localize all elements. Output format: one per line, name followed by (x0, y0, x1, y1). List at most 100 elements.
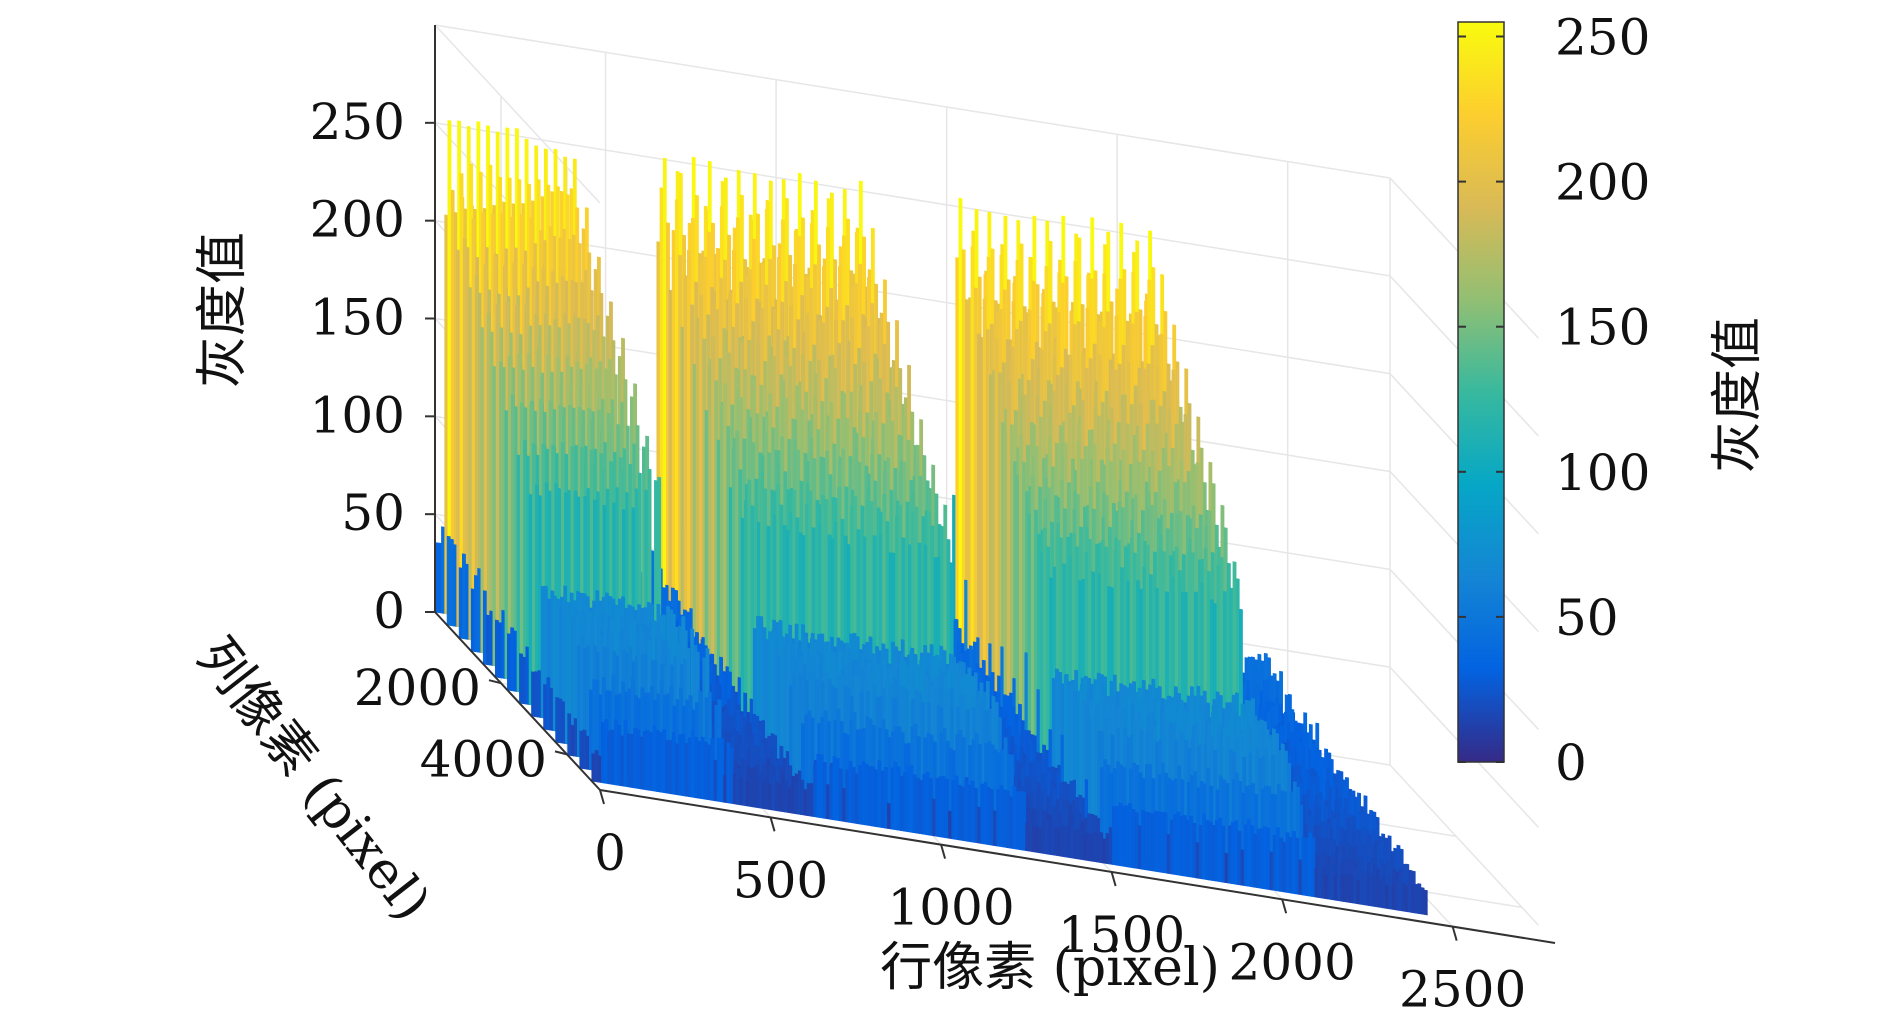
surface-facet (916, 777, 920, 834)
surface-facet (570, 724, 575, 757)
surface-facet (1292, 830, 1296, 895)
surface-facet (1028, 820, 1033, 852)
surface-facet (996, 788, 1001, 847)
surface-facet (1243, 824, 1248, 887)
surface-facet (703, 741, 708, 800)
surface-facet (1272, 834, 1277, 892)
surface-facet (1414, 883, 1419, 914)
surface-facet (513, 630, 518, 692)
surface-facet (1359, 870, 1364, 906)
surface-facet (1118, 802, 1123, 867)
surface-facet (549, 687, 554, 731)
surface-facet (1401, 882, 1406, 912)
surface-facet (932, 798, 936, 837)
surface-facet (896, 765, 901, 831)
surface-facet (874, 769, 879, 828)
surface-facet (477, 568, 482, 653)
surface-facet (486, 614, 490, 666)
surface-facet (1333, 874, 1338, 901)
surface-facet (1256, 828, 1261, 889)
surface-facet (665, 739, 670, 794)
surface-facet (732, 448, 736, 727)
colorbar-tick-label: 250 (1555, 9, 1650, 67)
surface-facet (1398, 875, 1402, 912)
grid-line (434, 122, 1391, 277)
surface-facet (1404, 885, 1409, 913)
surface-facet (1391, 883, 1396, 911)
y-tick-label: 4000 (420, 730, 547, 788)
surface-facet (858, 764, 863, 825)
z-tick-labels: 0 50 100 150 200 250 (310, 93, 405, 640)
surface-facet (1282, 841, 1287, 893)
surface-facet (1234, 820, 1239, 885)
surface-facet (1166, 833, 1171, 875)
surface-facet (649, 731, 654, 792)
surface-facet (1182, 814, 1187, 877)
surface-facet (1173, 813, 1177, 876)
surface-facet (646, 729, 650, 791)
surface-facet (922, 773, 927, 836)
surface-facet (507, 633, 511, 691)
surface-facet (1012, 785, 1017, 850)
surface-facet (723, 775, 728, 804)
surface-facet (1009, 796, 1014, 849)
colorbar-tick-label: 100 (1555, 444, 1650, 502)
surface-facet (1141, 809, 1145, 871)
surface-facet (745, 781, 750, 807)
surface-facet (1153, 810, 1158, 873)
surface-facet (986, 786, 991, 846)
surface-facet (534, 671, 539, 718)
surface-facet (462, 553, 466, 640)
surface-facet (1006, 790, 1010, 849)
surface-facet (720, 737, 724, 803)
surface-facet (1423, 889, 1428, 916)
surface-facet (617, 724, 621, 787)
surface-facet (1407, 880, 1412, 913)
surface-facet (851, 766, 856, 824)
surface-facet (1169, 819, 1174, 875)
surface-facet (925, 771, 930, 836)
surface-facet (1295, 837, 1300, 895)
surface-facet (601, 721, 605, 784)
surface-facet (1369, 873, 1374, 907)
surface-facet (710, 738, 715, 802)
surface-facet (1031, 826, 1036, 853)
surface-facet (1382, 875, 1386, 909)
surface-facet (1250, 824, 1255, 888)
surface-facet (1186, 819, 1190, 878)
surface-facet (610, 729, 615, 786)
colorbar-tick-label: 200 (1555, 154, 1650, 212)
surface-facet (1324, 874, 1329, 900)
surface-facet (752, 778, 756, 808)
surface-facet (748, 776, 753, 808)
colorbar-tick-label: 150 (1555, 299, 1650, 357)
surface-facet (909, 764, 914, 833)
x-tick-mark (1451, 926, 1458, 941)
surface-facet (558, 698, 563, 744)
surface-facet (1259, 827, 1264, 890)
surface-facet (1266, 827, 1271, 891)
x-tick-label: 500 (733, 851, 828, 909)
grid-line (434, 24, 601, 204)
surface-facet (1131, 808, 1136, 869)
colorbar-label: 灰度值 (1708, 317, 1768, 473)
surface-facet (1378, 878, 1383, 909)
surface-facet (1221, 825, 1226, 883)
surface-facet (691, 729, 695, 798)
surface-facet (522, 656, 527, 705)
surface-facet (716, 737, 721, 803)
y-tick-label: 2000 (354, 659, 481, 717)
surface-facet (694, 736, 699, 799)
x-tick-mark (769, 817, 776, 832)
surface-facet (736, 768, 740, 806)
surface-facet (561, 701, 566, 744)
surface-facet (636, 729, 641, 790)
surface-facet (1388, 874, 1393, 910)
surface-facet (1372, 876, 1377, 908)
surface-facet (809, 782, 814, 817)
surface-facet (903, 771, 908, 832)
surface-facet (787, 787, 792, 814)
surface-facet (662, 728, 666, 794)
surface-facet (1343, 875, 1348, 903)
